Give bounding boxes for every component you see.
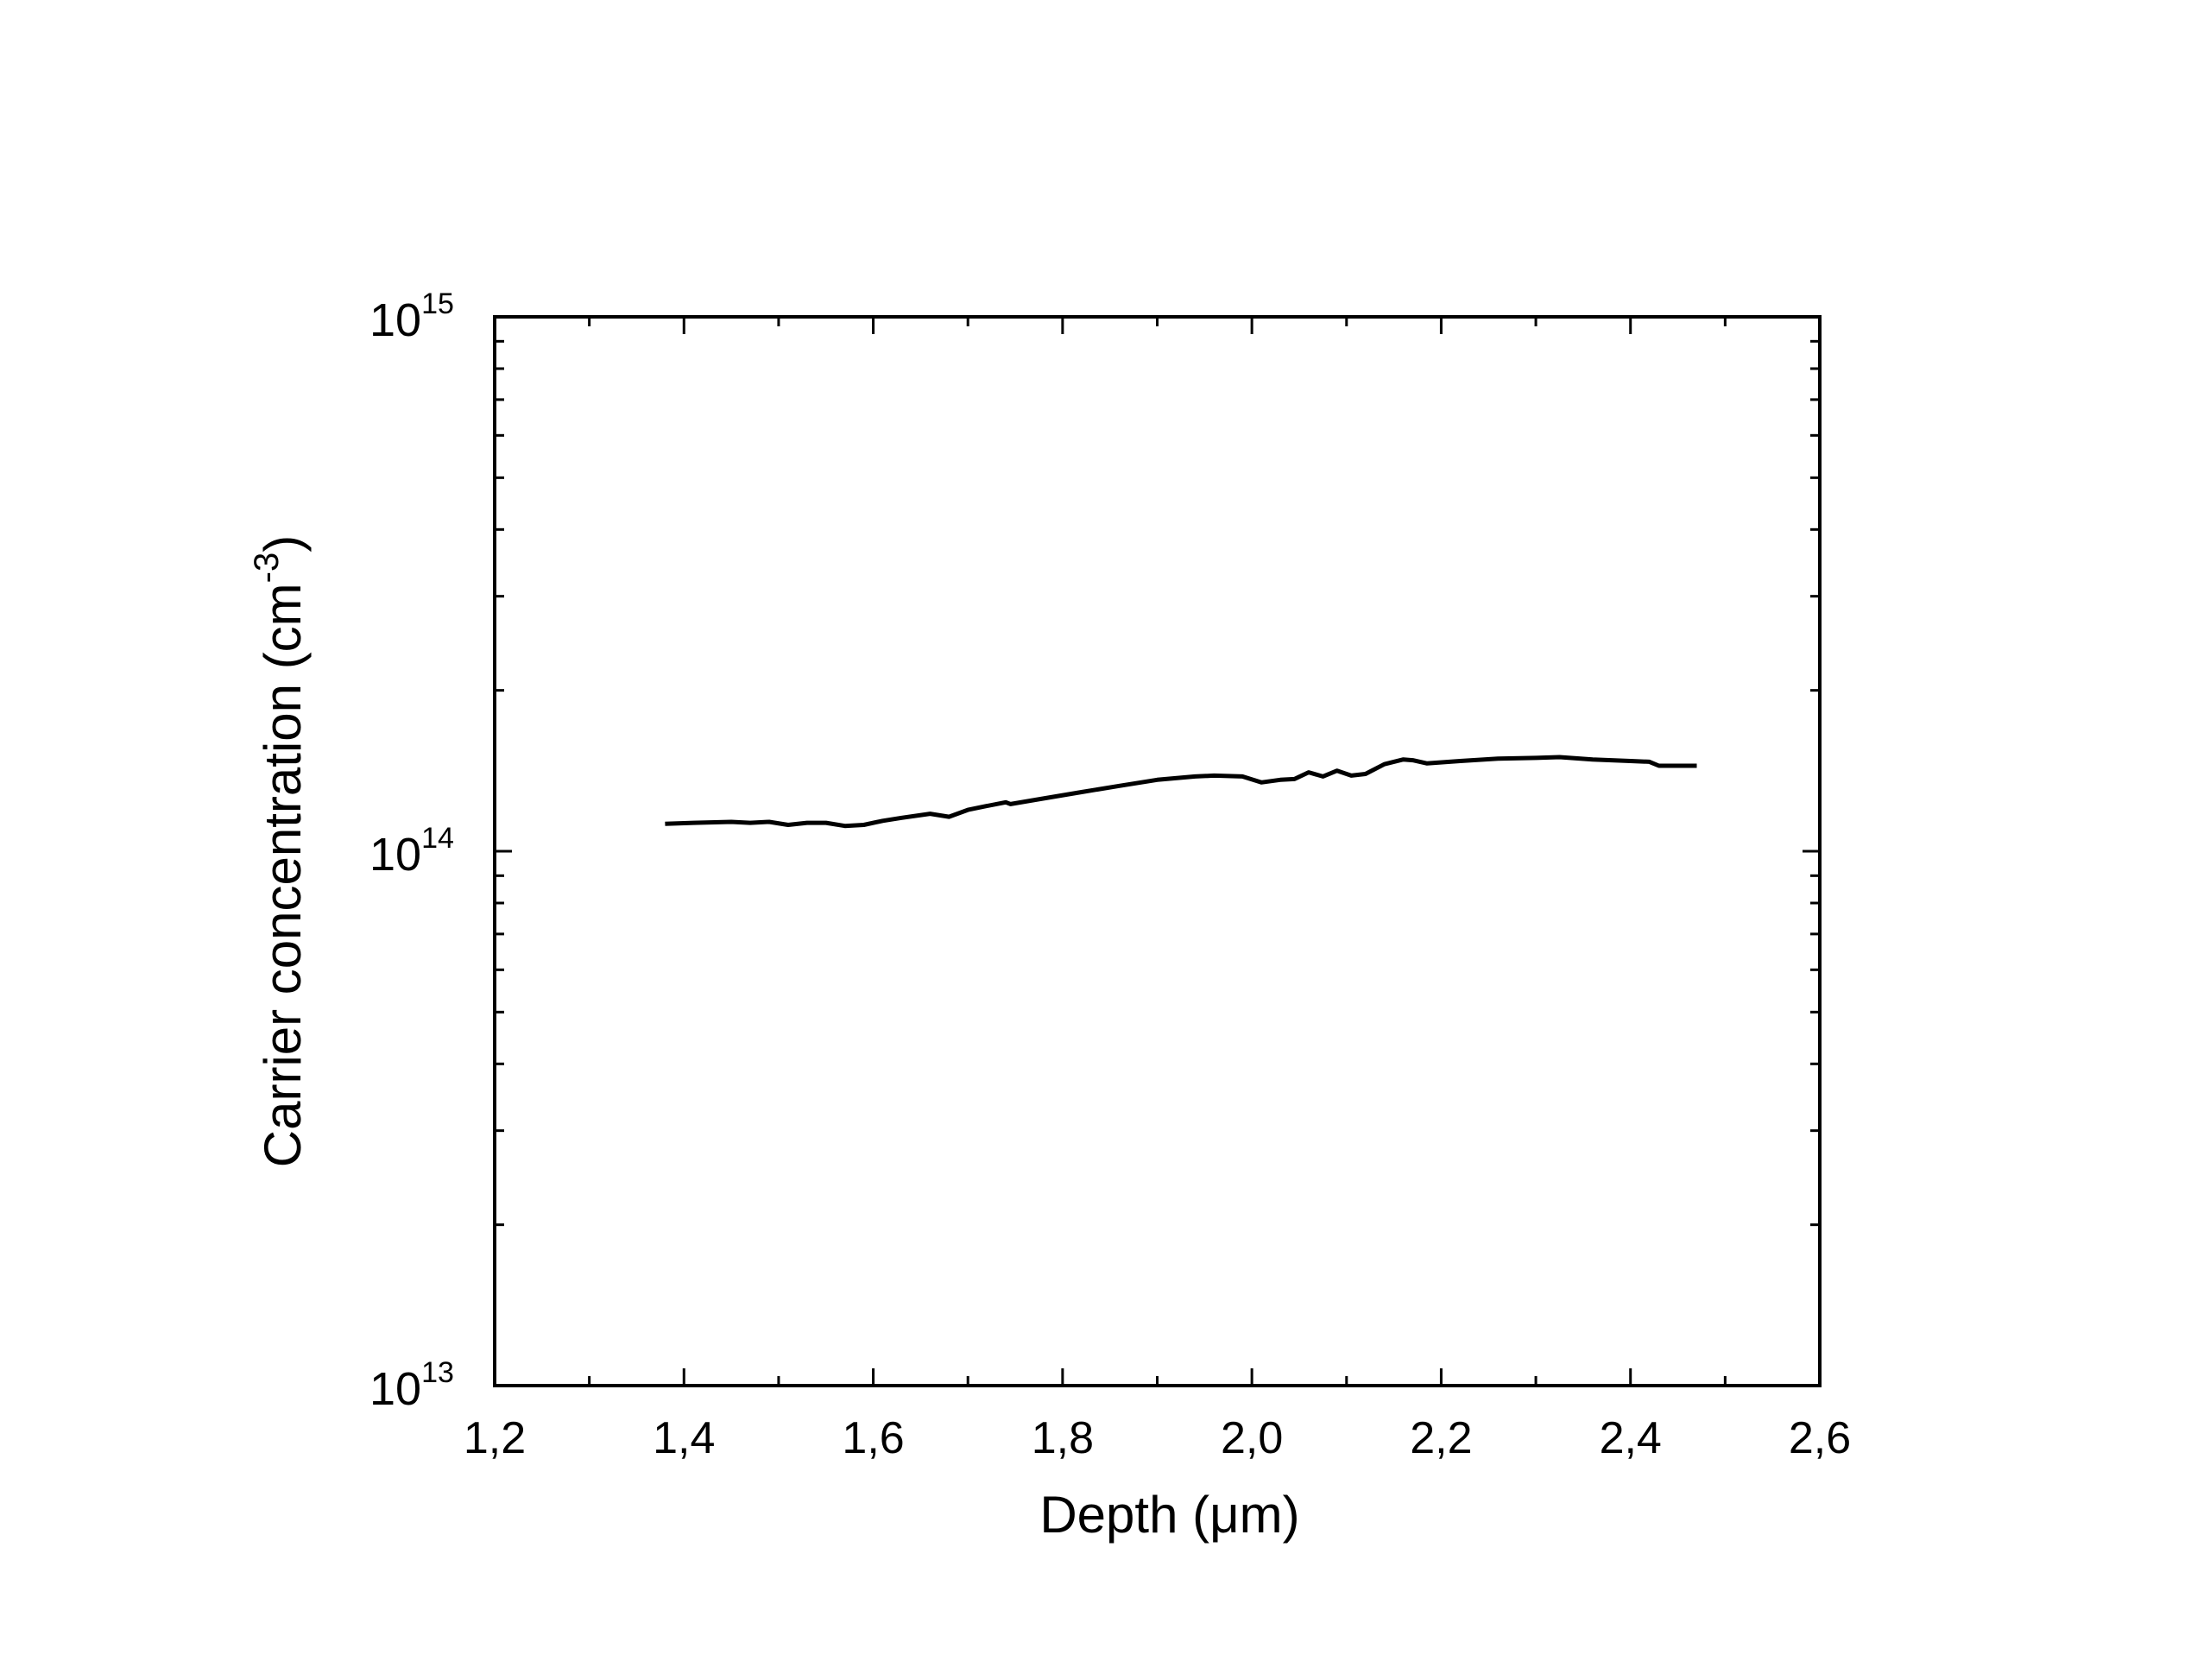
y-tick-base: 10 — [369, 294, 421, 346]
x-tick-label: 2,2 — [1410, 1413, 1472, 1463]
y-tick-label: 1013 — [369, 1356, 454, 1415]
y-tick-exponent: 14 — [421, 822, 454, 855]
x-tick-label: 1,2 — [464, 1413, 526, 1463]
x-tick-label: 2,6 — [1789, 1413, 1851, 1463]
y-tick-exponent: 13 — [421, 1356, 454, 1389]
x-tick-labels: 1,2 1,4 1,6 1,8 2,0 2,2 2,4 2,6 — [464, 1413, 1851, 1463]
y-tick-label: 1015 — [369, 287, 454, 346]
x-tick-label: 1,4 — [653, 1413, 715, 1463]
y-tick-base: 10 — [369, 829, 421, 881]
x-axis-title: Depth (μm) — [1039, 1486, 1299, 1544]
y-tick-label: 1014 — [369, 822, 454, 881]
y-axis-title: Carrier concentration (cm-3) — [248, 535, 312, 1167]
x-tick-label: 2,4 — [1600, 1413, 1662, 1463]
x-tick-label: 1,6 — [842, 1413, 904, 1463]
y-axis-title-main: Carrier concentration (cm — [254, 583, 312, 1167]
y-tick-base: 10 — [369, 1363, 421, 1415]
y-axis-title-suffix: ) — [254, 535, 312, 553]
y-axis-title-superscript: -3 — [248, 553, 286, 584]
series-layer — [665, 755, 1697, 829]
x-tick-label: 1,8 — [1032, 1413, 1094, 1463]
x-tick-label: 2,0 — [1221, 1413, 1283, 1463]
axis-ticks — [493, 315, 1822, 1387]
plot-frame — [493, 315, 1822, 1387]
series-line — [665, 755, 1697, 829]
y-tick-exponent: 15 — [421, 287, 454, 320]
